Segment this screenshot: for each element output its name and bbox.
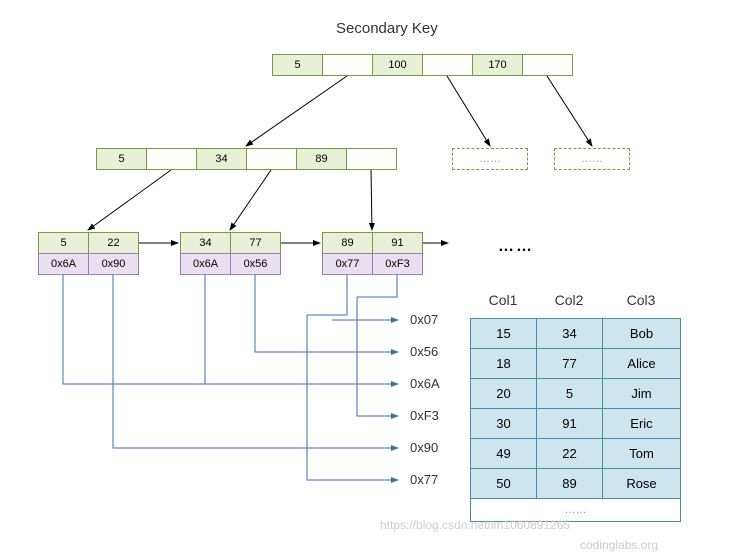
leaf-key: 77 bbox=[230, 232, 281, 254]
table-cell: 22 bbox=[536, 438, 603, 469]
leaf-ptr: 0xF3 bbox=[372, 253, 423, 275]
leaf-key: 22 bbox=[88, 232, 139, 254]
root-cell bbox=[322, 54, 373, 76]
table-cell: 20 bbox=[470, 378, 537, 409]
root-cell: 100 bbox=[372, 54, 423, 76]
mid-cell: 34 bbox=[196, 148, 247, 170]
leaf-key: 89 bbox=[322, 232, 373, 254]
leaf-key: 91 bbox=[372, 232, 423, 254]
mid-cell: 5 bbox=[96, 148, 147, 170]
mid-dashed: …… bbox=[554, 148, 630, 170]
row-address: 0x56 bbox=[410, 344, 438, 359]
table-cell: 50 bbox=[470, 468, 537, 499]
root-cell: 5 bbox=[272, 54, 323, 76]
root-cell bbox=[422, 54, 473, 76]
table-header: Col1 bbox=[470, 292, 536, 308]
row-address: 0x6A bbox=[410, 376, 440, 391]
watermark: codinglabs.org bbox=[580, 538, 658, 552]
table-cell: 30 bbox=[470, 408, 537, 439]
diagram-title: Secondary Key bbox=[336, 20, 438, 37]
mid-cell bbox=[246, 148, 297, 170]
leaf-ptr: 0x77 bbox=[322, 253, 373, 275]
table-cell: Jim bbox=[602, 378, 681, 409]
table-cell: 18 bbox=[470, 348, 537, 379]
row-address: 0xF3 bbox=[410, 408, 439, 423]
mid-dashed: …… bbox=[452, 148, 528, 170]
row-address: 0x77 bbox=[410, 472, 438, 487]
mid-cell bbox=[146, 148, 197, 170]
table-cell: 49 bbox=[470, 438, 537, 469]
leaf-ptr: 0x6A bbox=[180, 253, 231, 275]
watermark: https://blog.csdn.net/lm1060891265 bbox=[380, 518, 570, 532]
table-cell: 77 bbox=[536, 348, 603, 379]
table-cell: 15 bbox=[470, 318, 537, 349]
row-address: 0x07 bbox=[410, 312, 438, 327]
table-cell: 89 bbox=[536, 468, 603, 499]
table-cell: Bob bbox=[602, 318, 681, 349]
row-address: 0x90 bbox=[410, 440, 438, 455]
root-cell: 170 bbox=[472, 54, 523, 76]
table-cell: Tom bbox=[602, 438, 681, 469]
table-header: Col2 bbox=[536, 292, 602, 308]
table-cell: Alice bbox=[602, 348, 681, 379]
table-cell: Eric bbox=[602, 408, 681, 439]
leaf-ptr: 0x6A bbox=[38, 253, 89, 275]
table-cell: Rose bbox=[602, 468, 681, 499]
table-header: Col3 bbox=[602, 292, 680, 308]
mid-cell: 89 bbox=[296, 148, 347, 170]
leaf-key: 34 bbox=[180, 232, 231, 254]
leaf-key: 5 bbox=[38, 232, 89, 254]
leaf-ptr: 0x56 bbox=[230, 253, 281, 275]
table-cell: 5 bbox=[536, 378, 603, 409]
table-cell: 91 bbox=[536, 408, 603, 439]
leaf-ptr: 0x90 bbox=[88, 253, 139, 275]
leaf-ellipsis: …… bbox=[498, 238, 534, 256]
table-cell: 34 bbox=[536, 318, 603, 349]
mid-cell bbox=[346, 148, 397, 170]
root-cell bbox=[522, 54, 573, 76]
